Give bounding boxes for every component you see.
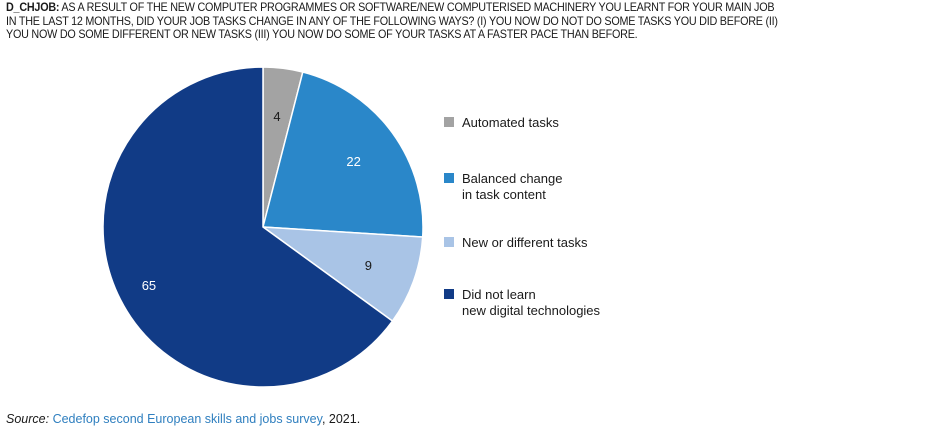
legend-label-1: Balanced change in task content — [462, 171, 563, 202]
pie-data-label-3: 65 — [142, 278, 156, 293]
legend-item-2: New or different tasks — [444, 235, 662, 251]
question-line-3: YOU NOW DO SOME DIFFERENT OR NEW TASKS (… — [6, 28, 638, 41]
pie-slice-3 — [102, 66, 394, 388]
question-line-1-text: AS A RESULT OF THE NEW COMPUTER PROGRAMM… — [59, 1, 775, 14]
question-line-2: IN THE LAST 12 MONTHS, DID YOUR JOB TASK… — [6, 14, 778, 28]
source-year: , 2021. — [321, 412, 361, 426]
pie-data-label-1: 22 — [346, 154, 360, 169]
legend-label-0: Automated tasks — [462, 115, 559, 130]
legend-label-2: New or different tasks — [462, 235, 588, 250]
source-label: Source: — [6, 412, 50, 426]
legend-swatch-0 — [444, 117, 454, 127]
legend-item-0: Automated tasks — [444, 115, 662, 131]
pie-slice-1 — [262, 71, 424, 238]
legend-item-3: Did not learn new digital technologies — [444, 287, 662, 319]
question-line-1: D_CHJOB: AS A RESULT OF THE NEW COMPUTER… — [6, 1, 865, 15]
source-note: Source: Cedefop second European skills a… — [6, 412, 360, 426]
legend-swatch-3 — [444, 289, 454, 299]
source-link[interactable]: Cedefop second European skills and jobs … — [52, 412, 322, 426]
question-code: D_CHJOB: — [6, 1, 60, 14]
legend-item-1: Balanced change in task content — [444, 171, 662, 203]
pie-data-label-2: 9 — [365, 258, 372, 273]
question-text: D_CHJOB: AS A RESULT OF THE NEW COMPUTER… — [6, 1, 865, 42]
legend-swatch-1 — [444, 173, 454, 183]
legend-label-3: Did not learn new digital technologies — [462, 287, 601, 318]
pie-slice-2 — [260, 226, 424, 323]
legend-swatch-2 — [444, 237, 454, 247]
pie-data-label-0: 4 — [273, 109, 280, 124]
